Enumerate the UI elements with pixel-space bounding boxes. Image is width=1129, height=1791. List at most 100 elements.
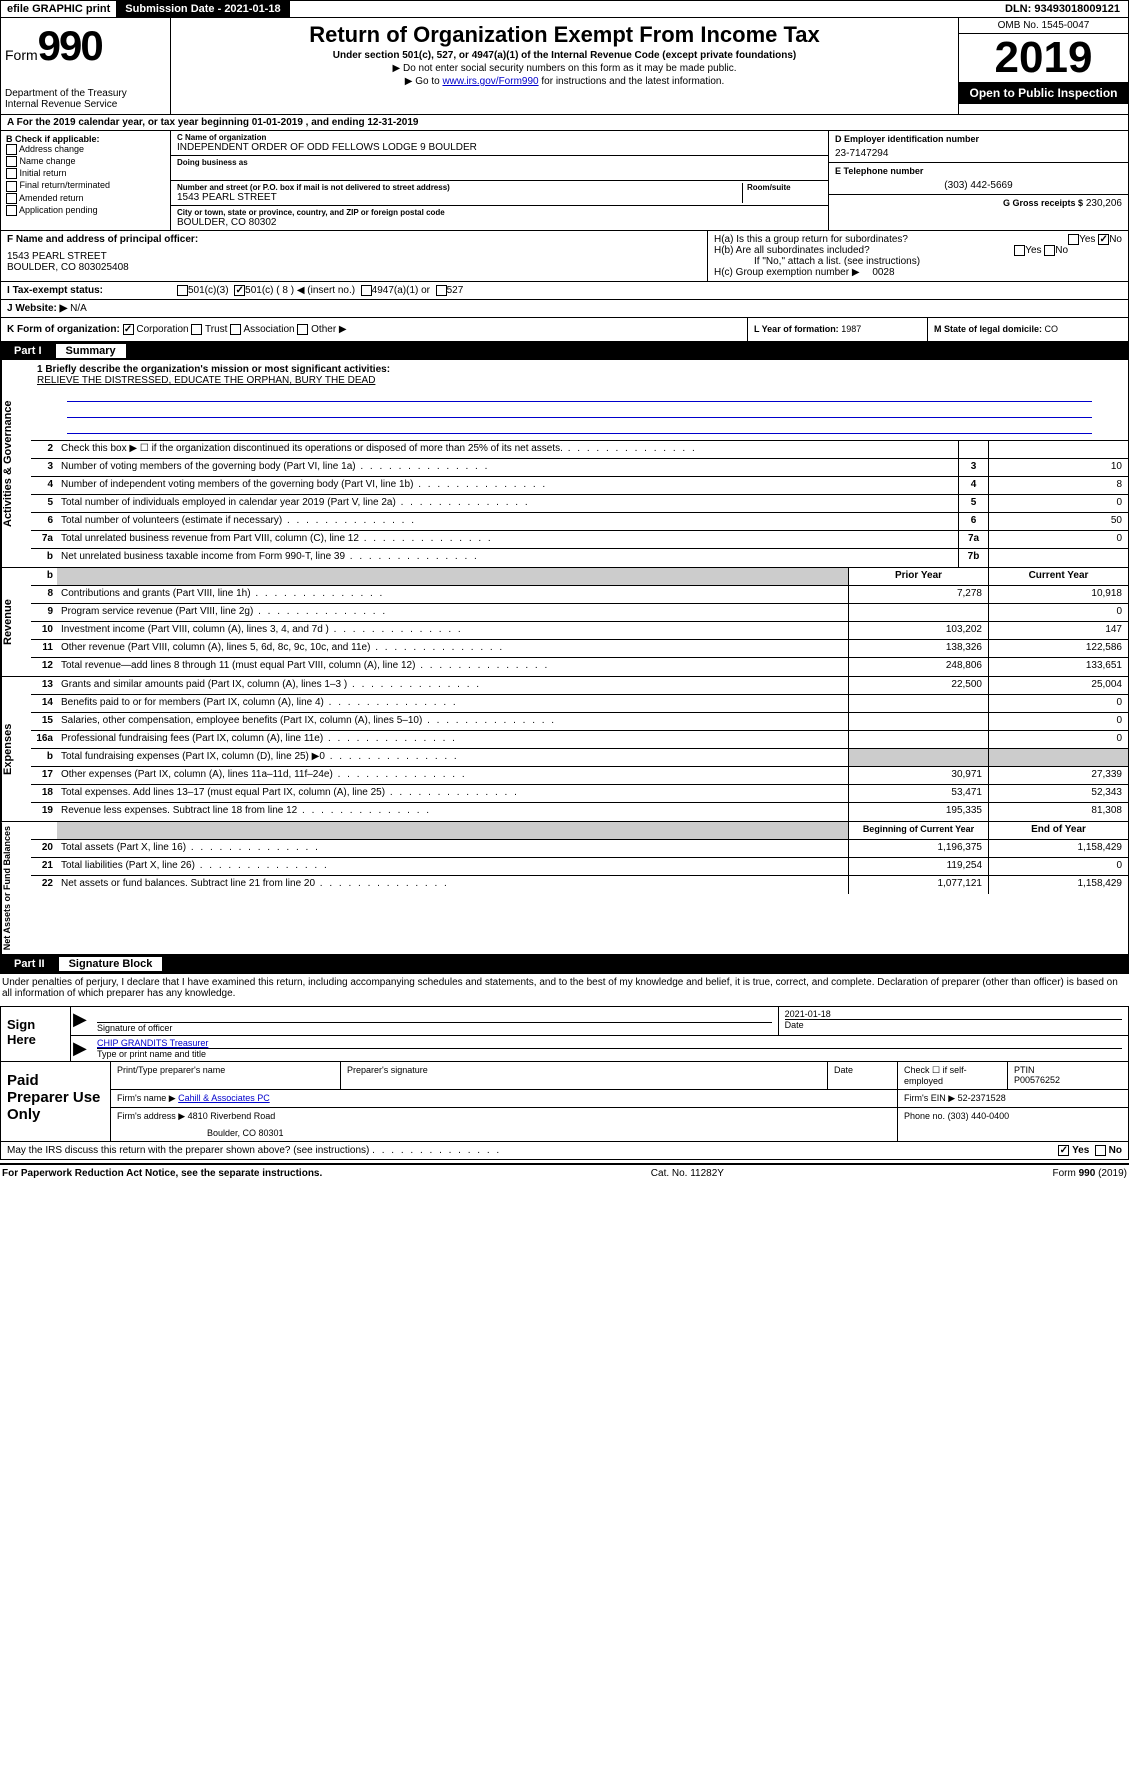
period-a: A	[7, 117, 17, 128]
ha-yes[interactable]	[1068, 234, 1079, 245]
form-ref: Form 990 (2019)	[1053, 1168, 1127, 1179]
netassets-section: Net Assets or Fund Balances Beginning of…	[0, 822, 1129, 955]
summary-line: 21Total liabilities (Part X, line 26)119…	[31, 858, 1128, 876]
room-label: Room/suite	[747, 183, 822, 192]
cb-501c[interactable]	[234, 285, 245, 296]
form-title: Return of Organization Exempt From Incom…	[177, 22, 952, 48]
hb-label: H(b) Are all subordinates included?	[714, 245, 870, 256]
summary-line: 13Grants and similar amounts paid (Part …	[31, 677, 1128, 695]
ein-row: D Employer identification number 23-7147…	[829, 131, 1128, 163]
tax-status-row: I Tax-exempt status: 501(c)(3) 501(c) ( …	[0, 282, 1129, 300]
self-emp-h: Check ☐ if self-employed	[898, 1062, 1008, 1089]
paid-header-row: Print/Type preparer's name Preparer's si…	[111, 1062, 1128, 1090]
sig-label: Signature of officer	[97, 1023, 772, 1033]
hb-no[interactable]	[1044, 245, 1055, 256]
perjury-text: Under penalties of perjury, I declare th…	[0, 973, 1129, 1002]
hc-row: H(c) Group exemption number ▶ 0028	[714, 267, 1122, 278]
dba-value	[177, 167, 822, 178]
ein-label: Firm's EIN ▶	[904, 1093, 955, 1103]
part1-title: Summary	[56, 344, 126, 358]
officer-label: F Name and address of principal officer:	[7, 234, 701, 245]
mission-block: 1 Briefly describe the organization's mi…	[31, 360, 1128, 441]
tax-year: 2019	[959, 34, 1128, 82]
ein-value: 23-7147294	[835, 148, 1122, 159]
firm-addr2: Boulder, CO 80301	[117, 1128, 891, 1138]
ptin-value: P00576252	[1014, 1075, 1122, 1085]
paid-title: Paid Preparer Use Only	[1, 1062, 111, 1141]
summary-line: 6Total number of volunteers (estimate if…	[31, 513, 1128, 531]
summary-line: 14Benefits paid to or for members (Part …	[31, 695, 1128, 713]
summary-line: 10Investment income (Part VIII, column (…	[31, 622, 1128, 640]
gross-row: G Gross receipts $ 230,206	[829, 195, 1128, 230]
ptin-h: PTIN	[1014, 1065, 1122, 1075]
shade	[57, 822, 848, 839]
discuss-row: May the IRS discuss this return with the…	[0, 1142, 1129, 1160]
discuss-q: May the IRS discuss this return with the…	[7, 1145, 369, 1156]
prior-year-header: Prior Year	[848, 568, 988, 585]
ha-no[interactable]	[1098, 234, 1109, 245]
firm-phone: (303) 440-0400	[948, 1111, 1010, 1121]
phone-row: E Telephone number (303) 442-5669	[829, 163, 1128, 195]
paid-preparer-block: Paid Preparer Use Only Print/Type prepar…	[0, 1062, 1129, 1142]
l-value: 1987	[841, 324, 861, 334]
cb-527[interactable]	[436, 285, 447, 296]
dba-row: Doing business as	[171, 156, 828, 181]
summary-line: 15Salaries, other compensation, employee…	[31, 713, 1128, 731]
ha-row: H(a) Is this a group return for subordin…	[714, 234, 1122, 245]
firm-name[interactable]: Cahill & Associates PC	[178, 1093, 270, 1103]
summary-line: 7aTotal unrelated business revenue from …	[31, 531, 1128, 549]
cb-501c3[interactable]	[177, 285, 188, 296]
top-bar: efile GRAPHIC print Submission Date - 20…	[0, 0, 1129, 18]
k-label: K Form of organization:	[7, 324, 120, 335]
chk-name: Name change	[6, 156, 165, 167]
net-header: Beginning of Current Year End of Year	[31, 822, 1128, 840]
omb-number: OMB No. 1545-0047	[959, 18, 1128, 34]
efile-label[interactable]: efile GRAPHIC print	[1, 1, 117, 17]
summary-line: 22Net assets or fund balances. Subtract …	[31, 876, 1128, 894]
summary-line: 11Other revenue (Part VIII, column (A), …	[31, 640, 1128, 658]
department: Department of the Treasury Internal Reve…	[5, 88, 166, 110]
chk-final: Final return/terminated	[6, 180, 165, 191]
part2-num: Part II	[8, 957, 51, 971]
mission-line	[67, 388, 1092, 402]
section-fh: F Name and address of principal officer:…	[0, 231, 1129, 282]
vtab-expenses: Expenses	[1, 677, 31, 821]
col-de: D Employer identification number 23-7147…	[828, 131, 1128, 230]
sign-here-label: Sign Here	[1, 1007, 71, 1061]
signature-block: Sign Here ▶ Signature of officer 2021-01…	[0, 1006, 1129, 1062]
summary-line: 9Program service revenue (Part VIII, lin…	[31, 604, 1128, 622]
cb-assoc[interactable]	[230, 324, 241, 335]
cb-4947[interactable]	[361, 285, 372, 296]
form-number: 990	[38, 22, 102, 69]
sig-officer-cell: Signature of officer	[91, 1007, 779, 1035]
dba-label: Doing business as	[177, 158, 822, 167]
sig-date: 2021-01-18	[785, 1009, 1122, 1020]
summary-line: bNet unrelated business taxable income f…	[31, 549, 1128, 567]
cb-trust[interactable]	[191, 324, 202, 335]
cb-corp[interactable]	[123, 324, 134, 335]
discuss-yes[interactable]	[1058, 1145, 1069, 1156]
summary-line: 17Other expenses (Part IX, column (A), l…	[31, 767, 1128, 785]
cb-other[interactable]	[297, 324, 308, 335]
summary-line: 2Check this box ▶ ☐ if the organization …	[31, 441, 1128, 459]
preparer-sig-h: Preparer's signature	[341, 1062, 828, 1089]
summary-line: bTotal fundraising expenses (Part IX, co…	[31, 749, 1128, 767]
summary-line: 12Total revenue—add lines 8 through 11 (…	[31, 658, 1128, 676]
cat-no: Cat. No. 11282Y	[651, 1168, 724, 1179]
gross-value: 230,206	[1086, 198, 1122, 209]
vtab-governance: Activities & Governance	[1, 360, 31, 567]
ein-label: D Employer identification number	[835, 134, 1122, 144]
part1-num: Part I	[8, 344, 48, 358]
irs-link[interactable]: www.irs.gov/Form990	[442, 76, 538, 87]
discuss-no[interactable]	[1095, 1145, 1106, 1156]
arrow-icon: ▶	[71, 1007, 91, 1035]
mission-line	[67, 420, 1092, 434]
firm-label: Firm's name ▶	[117, 1093, 176, 1103]
open-public: Open to Public Inspection	[959, 82, 1128, 104]
phone-label: Phone no.	[904, 1111, 945, 1121]
hb-yes[interactable]	[1014, 245, 1025, 256]
paperwork-notice: For Paperwork Reduction Act Notice, see …	[2, 1168, 322, 1179]
summary-line: 19Revenue less expenses. Subtract line 1…	[31, 803, 1128, 821]
hb-row: H(b) Are all subordinates included? Yes …	[714, 245, 1122, 256]
addr-row: Number and street (or P.O. box if mail i…	[171, 181, 828, 206]
